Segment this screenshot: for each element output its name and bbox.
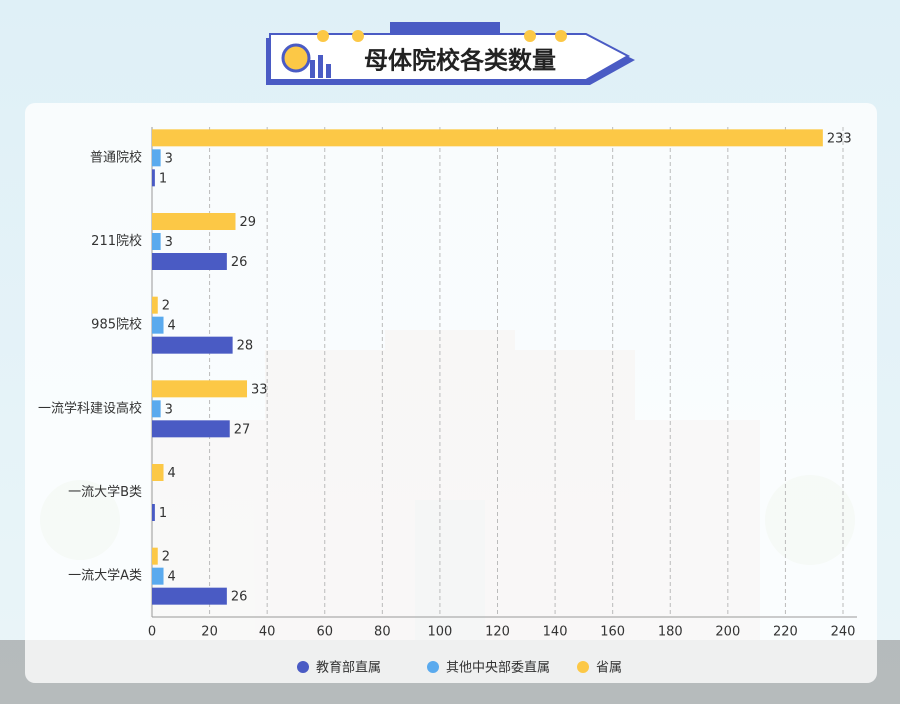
chart-title: 母体院校各类数量 <box>364 46 556 75</box>
x-tick-label: 40 <box>259 625 276 640</box>
data-label: 3 <box>165 151 173 166</box>
bar <box>152 567 164 585</box>
x-tick-label: 220 <box>773 625 798 640</box>
x-tick-label: 240 <box>831 625 856 640</box>
data-label: 26 <box>231 255 248 270</box>
bar <box>152 169 155 187</box>
x-tick-label: 60 <box>316 625 333 640</box>
x-tick-label: 180 <box>658 625 683 640</box>
bar <box>152 336 233 354</box>
data-label: 3 <box>165 235 173 250</box>
bar <box>152 296 158 314</box>
legend-swatch <box>427 661 439 673</box>
bar <box>152 380 248 398</box>
y-tick-label: 普通院校 <box>90 149 142 165</box>
y-tick-label: 一流学科建设高校 <box>38 400 142 416</box>
x-tick-label: 0 <box>148 625 156 640</box>
y-tick-label: 一流大学B类 <box>68 484 142 500</box>
data-label: 4 <box>168 466 176 481</box>
data-label: 33 <box>251 382 268 397</box>
data-label: 3 <box>165 402 173 417</box>
bar <box>152 547 158 565</box>
x-tick-label: 80 <box>374 625 391 640</box>
data-label: 4 <box>168 319 176 334</box>
data-label: 1 <box>159 506 167 521</box>
x-tick-label: 120 <box>485 625 510 640</box>
x-tick-label: 140 <box>543 625 568 640</box>
data-label: 233 <box>827 131 852 146</box>
bar <box>152 464 164 481</box>
data-label: 26 <box>231 590 248 605</box>
y-tick-label: 211院校 <box>91 233 142 249</box>
card <box>25 103 877 683</box>
bar <box>152 149 161 167</box>
bar <box>152 213 236 230</box>
bar <box>152 233 161 250</box>
bar <box>152 253 227 270</box>
bar <box>152 420 230 438</box>
data-label: 28 <box>237 339 254 354</box>
bar <box>152 400 161 418</box>
bar <box>152 316 164 334</box>
y-tick-label: 985院校 <box>91 317 142 333</box>
data-label: 27 <box>234 422 251 437</box>
data-label: 4 <box>168 570 176 585</box>
legend-label: 省属 <box>596 661 622 676</box>
x-tick-label: 20 <box>201 625 218 640</box>
bar <box>152 504 155 521</box>
x-tick-label: 100 <box>428 625 453 640</box>
bar <box>152 129 823 147</box>
title-banner <box>266 22 635 85</box>
legend-swatch <box>577 661 589 673</box>
data-label: 1 <box>159 171 167 186</box>
x-tick-label: 200 <box>715 625 740 640</box>
data-label: 29 <box>239 215 256 230</box>
bar <box>152 587 227 605</box>
data-label: 2 <box>162 550 170 565</box>
x-tick-label: 160 <box>600 625 625 640</box>
data-label: 2 <box>162 299 170 314</box>
legend-label: 教育部直属 <box>316 660 381 676</box>
legend-swatch <box>297 661 309 673</box>
legend-label: 其他中央部委直属 <box>446 661 550 676</box>
y-tick-label: 一流大学A类 <box>68 568 142 584</box>
